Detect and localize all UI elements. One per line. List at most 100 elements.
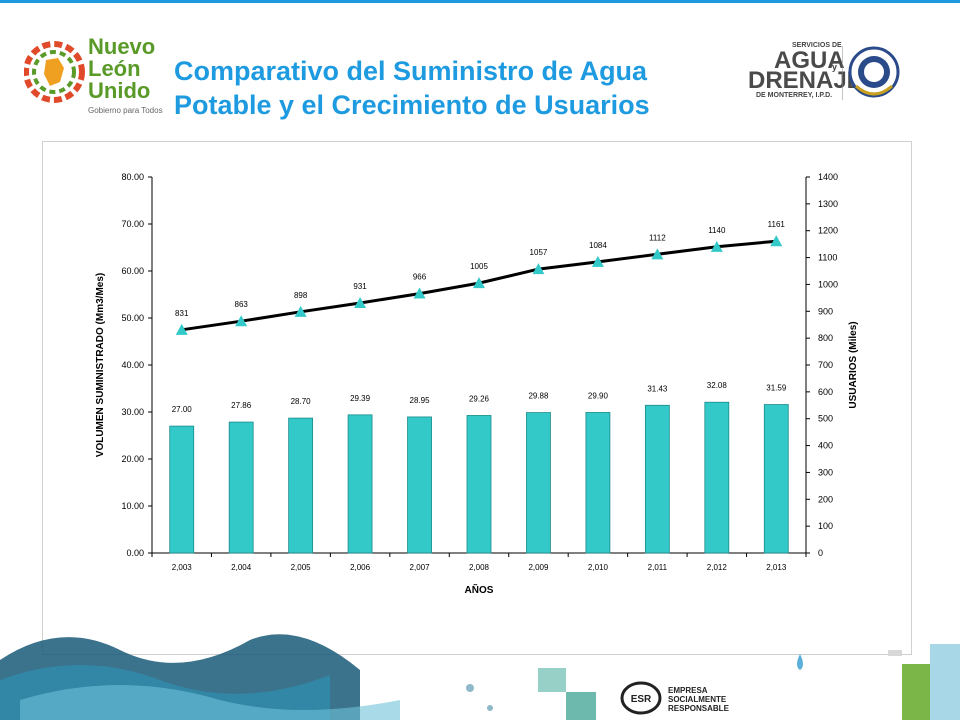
x-tick-label: 2,008	[469, 563, 490, 572]
left-tick-label: 40.00	[121, 360, 144, 370]
x-tick-label: 2,006	[350, 563, 371, 572]
logo-word-agua: AGUA	[774, 47, 845, 74]
right-tick-label: 500	[818, 414, 833, 424]
bar	[526, 412, 551, 554]
x-axis-title: AÑOS	[465, 583, 494, 596]
users-marker	[354, 296, 367, 308]
nuevo-leon-emblem-icon	[23, 41, 85, 103]
esr-logo: ESR EMPRESA SOCIALMENTE RESPONSABLE	[620, 680, 740, 716]
users-value-label: 931	[353, 282, 367, 291]
bar	[585, 412, 611, 554]
right-tick-label: 100	[818, 521, 833, 531]
right-tick-label: 200	[818, 494, 833, 504]
page-title: Comparativo del Suministro de Agua Potab…	[174, 54, 754, 122]
right-tick-label: 1000	[818, 279, 838, 289]
x-tick-label: 2,005	[291, 563, 312, 572]
logo-sub-bottom: DE MONTERREY, I.P.D.	[756, 92, 833, 99]
x-tick-label: 2,007	[410, 563, 431, 572]
logo-word-leon: León	[88, 56, 141, 81]
right-tick-label: 1300	[818, 199, 838, 209]
bar	[644, 404, 670, 554]
users-marker	[413, 287, 426, 299]
bar-value-label: 32.08	[707, 381, 728, 390]
users-value-label: 966	[413, 273, 427, 282]
esr-line3: RESPONSABLE	[668, 704, 729, 713]
users-value-label: 1005	[470, 262, 488, 271]
top-accent-rule	[0, 0, 960, 3]
users-marker	[770, 235, 783, 247]
users-marker	[532, 263, 545, 275]
esr-badge-icon: ESR	[620, 681, 662, 715]
users-value-label: 831	[175, 309, 189, 318]
users-value-label: 1140	[708, 226, 726, 235]
left-tick-label: 60.00	[121, 266, 144, 276]
right-tick-label: 600	[818, 387, 833, 397]
right-tick-label: 900	[818, 306, 833, 316]
esr-line2: SOCIALMENTE	[668, 695, 727, 704]
x-tick-label: 2,003	[172, 563, 193, 572]
x-tick-label: 2,012	[707, 563, 728, 572]
right-tick-label: 400	[818, 441, 833, 451]
users-marker	[591, 255, 604, 267]
logo-word-unido: Unido	[88, 78, 151, 103]
chart-panel: 0.00 10.00 20.00 30.00 40.00 50.00 60.00 70.00 8…	[42, 141, 912, 655]
users-marker	[473, 277, 485, 289]
y2-axis-title: USUARIOS (Miles)	[848, 321, 859, 408]
users-value-label: 1161	[768, 220, 786, 229]
bar	[169, 425, 195, 554]
bar-value-label: 27.86	[231, 401, 252, 410]
combo-chart: 0.00 10.00 20.00 30.00 40.00 50.00 60.00 70.00 8…	[95, 172, 859, 596]
logo-tagline: Gobierno para Todos	[88, 106, 163, 115]
right-tick-label: 700	[818, 360, 833, 370]
right-tick-label: 0	[818, 548, 823, 558]
right-tick-label: 800	[818, 333, 833, 343]
bar-value-label: 29.90	[588, 391, 609, 400]
users-marker	[175, 323, 188, 335]
bar-value-label: 31.43	[647, 384, 668, 393]
users-value-label: 863	[235, 300, 249, 309]
esr-mark: ESR	[631, 694, 652, 705]
users-marker	[235, 315, 248, 327]
left-tick-label: 10.00	[121, 501, 144, 511]
page-title-line2: Potable y el Crecimiento de Usuarios	[174, 90, 650, 120]
x-tick-label: 2,009	[528, 563, 549, 572]
bar-value-label: 27.00	[172, 405, 193, 414]
esr-line1: EMPRESA	[668, 686, 708, 695]
left-tick-label: 0.00	[126, 548, 144, 558]
right-tick-label: 1400	[818, 172, 838, 182]
users-value-label: 1057	[530, 248, 548, 257]
bar	[466, 415, 492, 554]
bar	[347, 414, 373, 554]
page-title-line1: Comparativo del Suministro de Agua	[174, 56, 648, 86]
users-marker	[651, 248, 664, 260]
users-value-label: 1112	[649, 233, 666, 242]
left-tick-label: 20.00	[121, 454, 144, 464]
logo-word-y: y	[832, 62, 838, 72]
bar	[704, 401, 730, 554]
right-tick-label: 300	[818, 467, 833, 477]
x-tick-label: 2,010	[588, 563, 609, 572]
left-tick-label: 70.00	[121, 219, 144, 229]
bar	[763, 404, 789, 554]
seal-icon	[842, 46, 900, 100]
bar	[288, 417, 314, 554]
users-value-label: 1084	[589, 241, 607, 250]
y-axis-title: VOLUMEN SUMINISTRADO (Mm3/Mes)	[95, 273, 106, 457]
left-tick-label: 50.00	[121, 313, 144, 323]
bar	[407, 416, 432, 554]
logo-word-drenaje: DRENAJE	[748, 67, 863, 94]
bar-value-label: 28.70	[291, 397, 312, 406]
users-marker	[294, 305, 307, 317]
bar	[228, 421, 254, 554]
left-tick-label: 30.00	[121, 407, 144, 417]
bar-value-label: 31.59	[766, 384, 787, 393]
agua-drenaje-logo: SERVICIOS DE AGUA y DRENAJE DE MONTERREY…	[748, 40, 908, 110]
users-marker	[710, 240, 723, 252]
bar-value-label: 28.95	[410, 396, 431, 405]
users-value-label: 898	[294, 291, 308, 300]
right-tick-label: 1100	[818, 253, 837, 263]
logo-word-nuevo: Nuevo	[88, 34, 156, 59]
logo-sub-top: SERVICIOS DE	[792, 42, 842, 49]
nuevo-leon-logo: Nuevo León Unido Gobierno para Todos	[23, 34, 174, 118]
bar-value-label: 29.88	[528, 392, 549, 401]
